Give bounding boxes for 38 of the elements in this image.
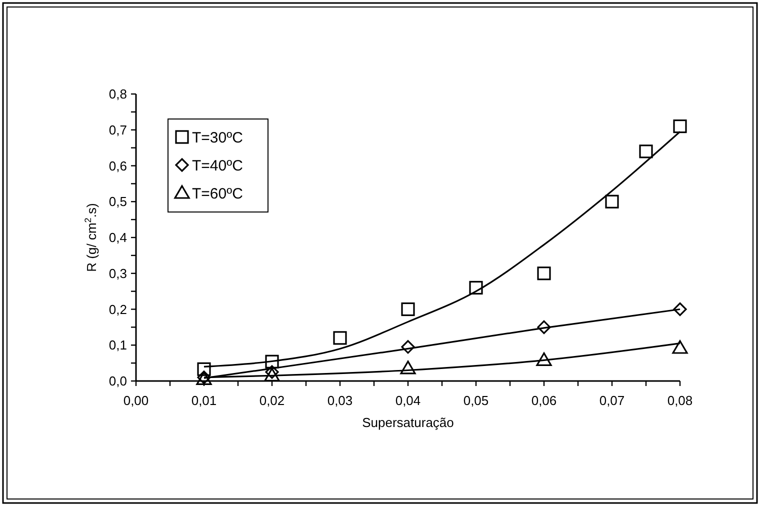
legend-label: T=60ºC (192, 185, 244, 202)
x-tick-label: 0,03 (327, 393, 353, 408)
y-tick-label: 0,1 (108, 338, 127, 353)
x-tick-label: 0,07 (599, 393, 625, 408)
point (605, 194, 619, 208)
y-tick-label: 0,5 (108, 194, 127, 210)
point (536, 352, 552, 366)
x-tick-label: 0,08 (667, 393, 693, 408)
legend-label: T=40ºC (192, 157, 244, 174)
point (673, 302, 687, 316)
y-tick-label: 0,3 (108, 266, 127, 281)
y-tick-label: 0,2 (108, 302, 127, 317)
point (537, 266, 551, 280)
point (401, 302, 415, 316)
point (639, 144, 653, 158)
point (400, 360, 416, 374)
point (265, 354, 279, 368)
point (264, 368, 280, 382)
x-axis-title: Supersaturação (362, 415, 454, 430)
point (469, 280, 483, 295)
y-tick-label: 0,6 (108, 158, 127, 174)
y-tick-label: 0,4 (108, 230, 127, 246)
y-tick-label: 0,8 (108, 86, 127, 102)
point (673, 119, 687, 134)
legend-label: T=30ºC (192, 129, 244, 146)
point (401, 340, 415, 354)
y-tick-label: 0,0 (108, 374, 127, 389)
point (333, 331, 347, 345)
x-tick-label: 0,06 (531, 393, 557, 408)
point (197, 362, 211, 376)
x-tick-label: 0,02 (259, 393, 285, 408)
point (537, 320, 551, 334)
x-tick-label: 0,04 (395, 393, 421, 408)
point (672, 340, 688, 354)
x-tick-label: 0,00 (123, 393, 149, 408)
x-tick-label: 0,01 (191, 393, 217, 408)
y-tick-label: 0,7 (108, 122, 127, 138)
x-tick-label: 0,05 (463, 393, 489, 408)
